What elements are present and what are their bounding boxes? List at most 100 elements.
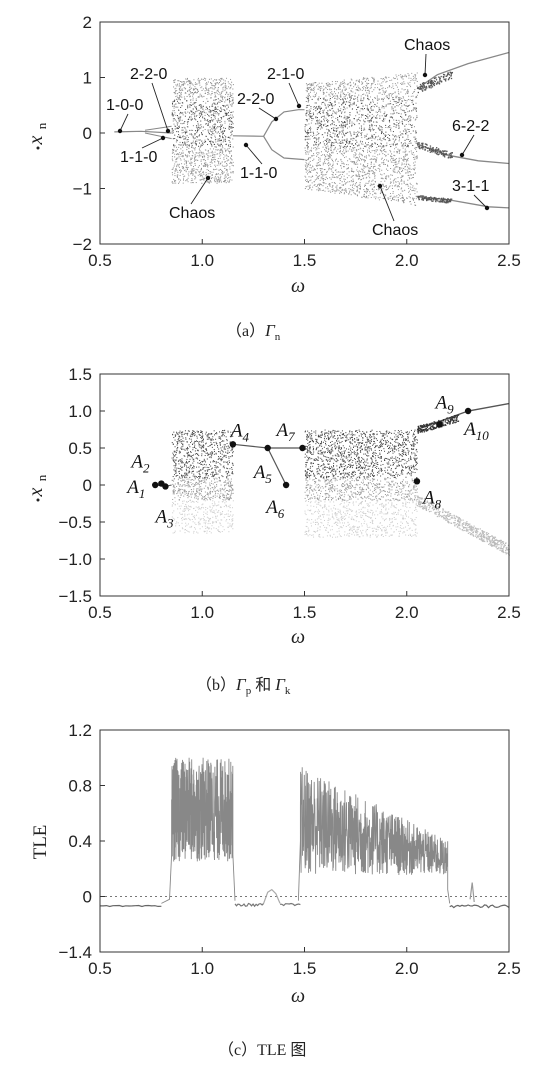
chaos-point (414, 75, 416, 77)
chaos-point (308, 114, 310, 116)
chaos-point (320, 88, 322, 90)
chaos-point (385, 151, 387, 153)
chaos-point (192, 103, 194, 105)
chaos-point (341, 89, 343, 91)
chaos-point (351, 125, 353, 127)
chaos-point (186, 156, 188, 158)
chaos-point (232, 172, 234, 174)
chaos-point (397, 185, 399, 187)
chaos-point (363, 191, 365, 193)
chaos-point (214, 151, 216, 153)
chaos-point (356, 175, 358, 177)
chaos-point (189, 133, 191, 135)
chaos-point (215, 111, 217, 113)
chaos-point (224, 177, 226, 179)
chaos-point (342, 125, 344, 127)
chaos-point (392, 198, 394, 200)
chaos-point (390, 174, 392, 176)
chaos-point (350, 97, 352, 99)
chaos-point (395, 138, 397, 140)
chaos-point (377, 139, 379, 141)
chaos-point (222, 151, 224, 153)
chaos-point (189, 151, 191, 153)
chaos-point (180, 93, 182, 95)
b-chaos-point (230, 494, 232, 496)
chaos-point (415, 188, 417, 190)
chaos-point (370, 162, 372, 164)
chaos-point (176, 161, 178, 163)
chaos-point (382, 178, 384, 180)
chaos-point (220, 131, 222, 133)
chaos-point (400, 74, 402, 76)
chaos-point (382, 183, 384, 185)
chaos-point (321, 127, 323, 129)
chaos-point (366, 189, 368, 191)
chaos-point (387, 87, 389, 89)
chaos-point (405, 165, 407, 167)
chaos-point (397, 89, 399, 91)
chaos-point (307, 185, 309, 187)
chaos-point (210, 155, 212, 157)
chaos-point (226, 163, 228, 165)
chaos-point (228, 115, 230, 117)
chaos-point (349, 190, 351, 192)
branch-1-0-0 (114, 130, 172, 134)
chaos-point (389, 126, 391, 128)
chaos-point (183, 169, 185, 171)
branch-smear-point (438, 80, 441, 82)
chaos-point (415, 156, 417, 158)
chaos-point (177, 165, 179, 167)
chaos-point (394, 185, 396, 187)
chaos-point (401, 83, 403, 85)
chaos-point (194, 133, 196, 135)
chaos-point (366, 77, 368, 79)
chaos-point (389, 155, 391, 157)
chaos-point (400, 157, 402, 159)
b-chaos-point (218, 437, 220, 439)
chaos-point (317, 123, 319, 125)
chaos-point (311, 169, 313, 171)
chaos-point (381, 169, 383, 171)
chaos-point (333, 145, 335, 147)
b-chaos-point (206, 493, 208, 495)
chaos-point (317, 146, 319, 148)
chaos-point (198, 80, 200, 82)
branch-smear-point (417, 197, 420, 199)
chaos-point (389, 178, 391, 180)
chaos-point (406, 90, 408, 92)
b-chaos-point (226, 446, 228, 448)
b-chaos-point (230, 436, 232, 438)
chaos-point (196, 109, 198, 111)
chaos-point (408, 95, 410, 97)
chaos-point (184, 141, 186, 143)
chaos-point (320, 121, 322, 123)
chaos-point (380, 158, 382, 160)
chaos-point (345, 182, 347, 184)
chaos-point (326, 143, 328, 145)
chaos-point (223, 159, 225, 161)
chaos-point (370, 152, 372, 154)
chaos-point (403, 157, 405, 159)
branch-smear-point (447, 78, 450, 81)
chaos-point (178, 98, 180, 100)
chaos-point (219, 101, 221, 103)
b-chaos-point (207, 445, 209, 447)
chaos-point (367, 188, 369, 190)
b-chaos-point (205, 482, 207, 484)
chaos-point (210, 111, 212, 113)
chaos-point (311, 189, 313, 191)
chaos-point (208, 115, 210, 117)
chaos-point (368, 92, 370, 94)
chaos-point (204, 162, 206, 164)
chaos-point (412, 156, 414, 158)
b-chaos-point (212, 476, 214, 478)
chaos-point (358, 158, 360, 160)
chaos-point (224, 135, 226, 137)
chaos-point (317, 84, 319, 86)
chaos-point (202, 171, 204, 173)
chaos-point (380, 145, 382, 147)
chaos-point (176, 140, 178, 142)
chaos-point (218, 83, 220, 85)
chaos-point (358, 160, 360, 162)
chaos-point (307, 146, 309, 148)
